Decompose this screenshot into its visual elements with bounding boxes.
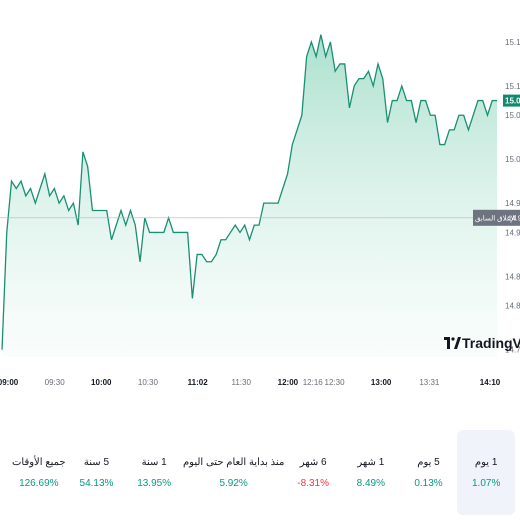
period-label: منذ بداية العام حتى اليوم — [182, 456, 285, 468]
x-tick-label: 11:02 — [188, 378, 209, 387]
period-change-value: 8.49% — [356, 477, 385, 489]
x-tick-label: 12:00 — [278, 378, 299, 387]
y-tick-label: 14.90 — [505, 228, 520, 237]
period-label: جميع الأوقات — [11, 456, 66, 468]
y-tick-label: 14.80 — [505, 302, 520, 311]
previous-close-badge — [473, 209, 520, 226]
period-label: 1 يوم — [474, 456, 498, 468]
period-change-value: 54.13% — [79, 477, 114, 489]
period-change-value: 1.07% — [471, 477, 501, 489]
period-label: 6 شهر — [299, 456, 327, 468]
y-tick-label: 14.84 — [505, 272, 520, 281]
x-axis: 09:00 09:30 10:00 10:30 11:02 11:30 12:00 12:16… — [0, 378, 501, 387]
x-tick-label: 10:30 — [138, 378, 159, 387]
y-axis: 15.16 15.10 15.06 15.00 14.94 14.90 14.84 14.80… — [505, 38, 520, 355]
y-tick-label: 15.06 — [505, 111, 520, 120]
period-label: 5 سنة — [83, 456, 110, 468]
last-price-badge — [503, 94, 520, 107]
price-area — [2, 34, 497, 358]
period-tab[interactable]: 1 شهر 8.49% — [342, 430, 400, 515]
period-tab[interactable]: 5 سنة 54.13% — [68, 430, 126, 515]
x-tick-label: 12:16 — [303, 378, 324, 387]
y-tick-label: 14.74 — [505, 346, 520, 355]
period-label: 1 سنة — [141, 456, 167, 468]
tradingview-brand-text: TradingView — [462, 335, 520, 351]
series-line — [1, 34, 497, 350]
previous-close-label: الإغلاق السابق — [475, 214, 516, 222]
x-tick-label: 11:30 — [232, 378, 252, 387]
period-change-value: 126.69% — [19, 477, 59, 489]
last-price-label: 15.08 — [505, 97, 520, 106]
period-selector: 1 يوم 1.07% 5 يوم 0.13% 1 شهر 8.49% 6 شهر -8.31… — [10, 430, 515, 515]
x-tick-label: 09:30 — [45, 378, 66, 387]
x-tick-label: 12:30 — [325, 378, 346, 387]
price-line — [1, 34, 497, 350]
period-change-value: -8.31% — [297, 477, 329, 489]
period-change-value: 5.92% — [219, 477, 248, 489]
y-tick-label: 15.16 — [505, 38, 520, 47]
period-change-value: 13.95% — [137, 477, 172, 489]
period-label: 1 شهر — [357, 456, 385, 468]
period-label: 5 يوم — [417, 456, 440, 468]
x-tick-label: 14:10 — [480, 378, 501, 387]
period-tab[interactable]: منذ بداية العام حتى اليوم 5.92% — [183, 430, 284, 515]
price-chart[interactable]: 15.16 15.10 15.06 15.00 14.94 14.90 14.84 14.80… — [0, 0, 520, 430]
x-tick-label: 09:00 — [0, 378, 19, 387]
period-tab[interactable]: 5 يوم 0.13% — [400, 430, 458, 515]
y-tick-label: 15.00 — [505, 155, 520, 164]
series-area-fill — [2, 34, 497, 358]
x-tick-label: 10:00 — [91, 378, 112, 387]
period-tab[interactable]: جميع الأوقات 126.69% — [10, 430, 68, 515]
x-tick-label: 13:00 — [371, 378, 392, 387]
y-tick-label: 14.94 — [505, 199, 520, 208]
y-tick-label: 15.10 — [505, 82, 520, 91]
tradingview-logo-icon — [444, 337, 461, 349]
tradingview-logo: TradingView — [444, 335, 520, 351]
period-tab[interactable]: 1 يوم 1.07% — [457, 430, 515, 515]
x-tick-label: 13:31 — [419, 378, 440, 387]
period-tab[interactable]: 1 سنة 13.95% — [125, 430, 183, 515]
period-tab[interactable]: 6 شهر -8.31% — [284, 430, 342, 515]
period-change-value: 0.13% — [414, 477, 443, 489]
previous-close-value: 14.92 — [508, 215, 520, 222]
